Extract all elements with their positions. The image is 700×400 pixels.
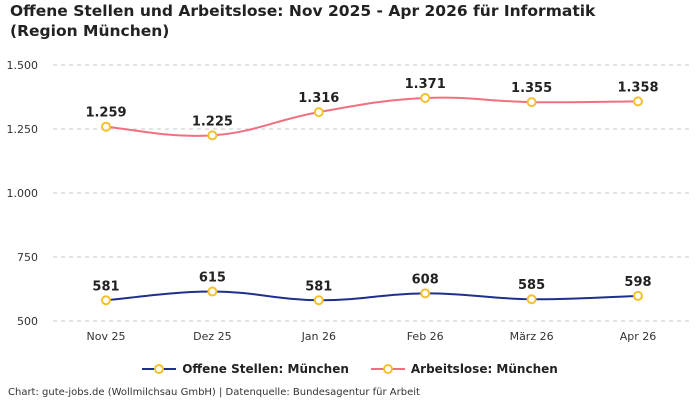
y-tick-label: 500 xyxy=(17,315,38,328)
series-line xyxy=(105,290,639,302)
data-point xyxy=(101,295,111,306)
legend-item-arbeitslose[interactable]: Arbeitslose: München xyxy=(370,362,558,376)
chart-title: Offene Stellen und Arbeitslose: Nov 2025… xyxy=(10,2,596,40)
y-axis-ticks: 500 750 1.000 1.250 1.500 xyxy=(7,59,39,328)
source-note: Chart: gute-jobs.de (Wollmilchsau GmbH) … xyxy=(8,387,420,398)
grid-lines xyxy=(53,64,690,322)
x-tick-label: Apr 26 xyxy=(620,330,657,343)
data-label: 585 xyxy=(518,278,545,293)
series-lines xyxy=(105,96,639,302)
series-markers xyxy=(101,93,643,306)
data-label: 608 xyxy=(412,272,439,287)
data-point xyxy=(526,97,537,108)
data-label: 1.316 xyxy=(298,91,339,106)
x-tick-label: Dez 25 xyxy=(193,330,232,343)
x-tick-label: März 26 xyxy=(510,330,554,343)
data-point xyxy=(313,295,324,306)
x-tick-label: Feb 26 xyxy=(407,330,444,343)
data-point xyxy=(313,107,324,118)
x-axis-ticks: Nov 25 Dez 25 Jan 26 Feb 26 März 26 Apr 26 xyxy=(87,330,657,343)
legend-item-offene-stellen[interactable]: Offene Stellen: München xyxy=(142,362,349,376)
y-tick-label: 1.250 xyxy=(7,123,39,136)
legend-swatch-arbeitslose xyxy=(370,364,405,374)
data-point xyxy=(207,130,218,141)
x-tick-label: Jan 26 xyxy=(301,330,336,343)
data-labels: 581 615 581 608 585 598 1.259 1.225 1.316 1.371 1.… xyxy=(85,77,658,294)
data-label: 1.259 xyxy=(85,106,126,121)
legend-swatch-offene-stellen xyxy=(142,364,177,374)
data-point xyxy=(420,93,431,104)
y-tick-label: 1.000 xyxy=(7,187,39,200)
data-point xyxy=(207,286,218,297)
legend-label-arbeitslose: Arbeitslose: München xyxy=(410,362,558,376)
series-line xyxy=(105,96,639,137)
data-point xyxy=(420,288,431,299)
data-label: 598 xyxy=(624,275,651,290)
data-label: 1.358 xyxy=(617,80,658,95)
data-point xyxy=(101,121,111,132)
data-label: 1.355 xyxy=(511,81,552,96)
y-tick-label: 750 xyxy=(17,251,38,264)
data-point xyxy=(633,290,643,301)
data-point xyxy=(633,96,643,107)
y-tick-label: 1.500 xyxy=(7,59,39,72)
x-tick-label: Nov 25 xyxy=(87,330,126,343)
data-label: 615 xyxy=(199,271,226,286)
data-point xyxy=(526,294,537,305)
legend: Offene Stellen: München Arbeitslose: Mün… xyxy=(0,362,700,376)
legend-label-offene-stellen: Offene Stellen: München xyxy=(182,362,349,376)
data-label: 581 xyxy=(305,279,332,294)
data-label: 1.225 xyxy=(192,114,233,129)
data-label: 1.371 xyxy=(405,77,446,92)
data-label: 581 xyxy=(92,279,119,294)
